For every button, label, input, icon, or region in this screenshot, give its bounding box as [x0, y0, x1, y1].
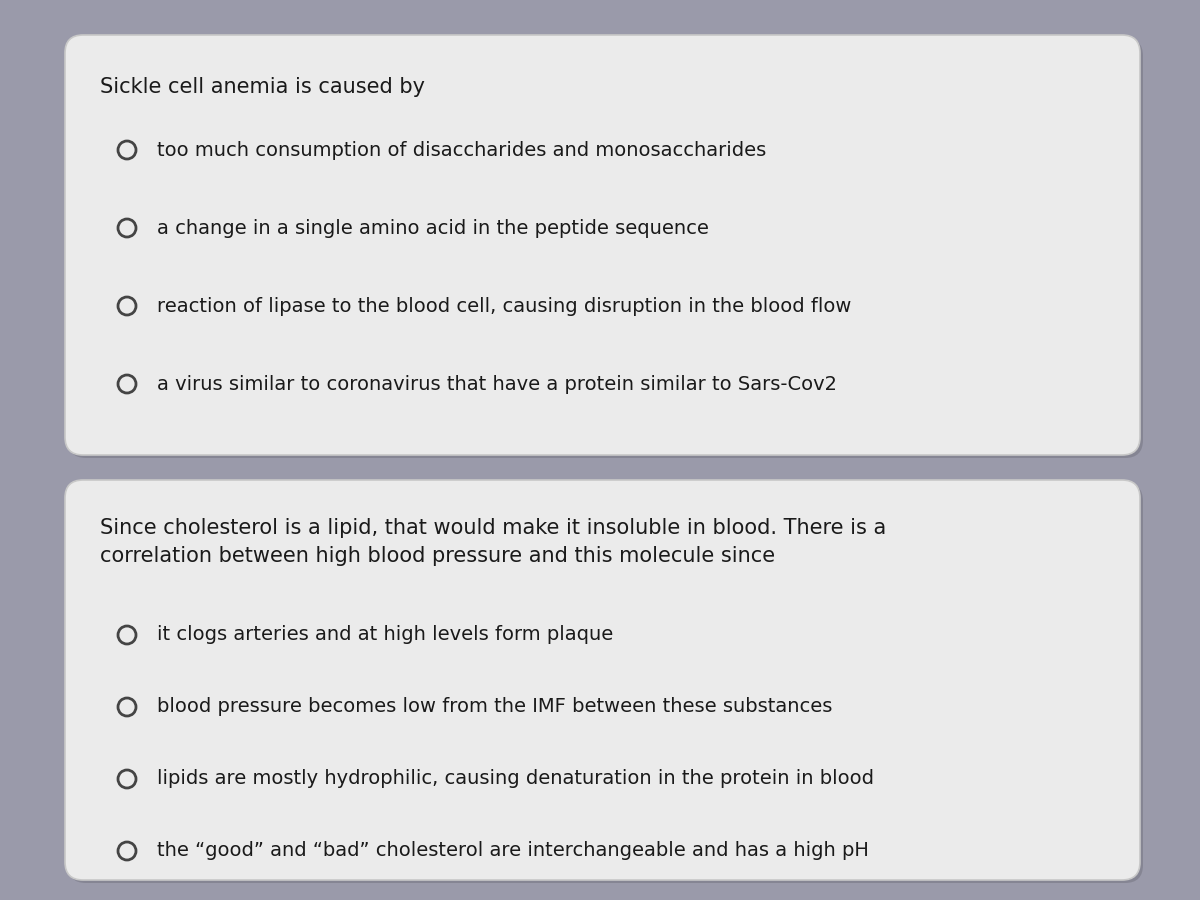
Text: the “good” and “bad” cholesterol are interchangeable and has a high pH: the “good” and “bad” cholesterol are int…: [157, 842, 869, 860]
Text: reaction of lipase to the blood cell, causing disruption in the blood flow: reaction of lipase to the blood cell, ca…: [157, 296, 851, 316]
Text: lipids are mostly hydrophilic, causing denaturation in the protein in blood: lipids are mostly hydrophilic, causing d…: [157, 770, 874, 788]
Text: it clogs arteries and at high levels form plaque: it clogs arteries and at high levels for…: [157, 626, 613, 644]
Text: a virus similar to coronavirus that have a protein similar to Sars-Cov2: a virus similar to coronavirus that have…: [157, 374, 838, 393]
FancyBboxPatch shape: [65, 35, 1140, 455]
FancyBboxPatch shape: [68, 483, 1142, 883]
Text: a change in a single amino acid in the peptide sequence: a change in a single amino acid in the p…: [157, 219, 709, 238]
Text: too much consumption of disaccharides and monosaccharides: too much consumption of disaccharides an…: [157, 140, 767, 159]
Text: Since cholesterol is a lipid, that would make it insoluble in blood. There is a: Since cholesterol is a lipid, that would…: [100, 518, 887, 538]
Text: blood pressure becomes low from the IMF between these substances: blood pressure becomes low from the IMF …: [157, 698, 833, 716]
FancyBboxPatch shape: [65, 480, 1140, 880]
Text: Sickle cell anemia is caused by: Sickle cell anemia is caused by: [100, 77, 425, 97]
Text: correlation between high blood pressure and this molecule since: correlation between high blood pressure …: [100, 546, 775, 566]
FancyBboxPatch shape: [68, 38, 1142, 458]
